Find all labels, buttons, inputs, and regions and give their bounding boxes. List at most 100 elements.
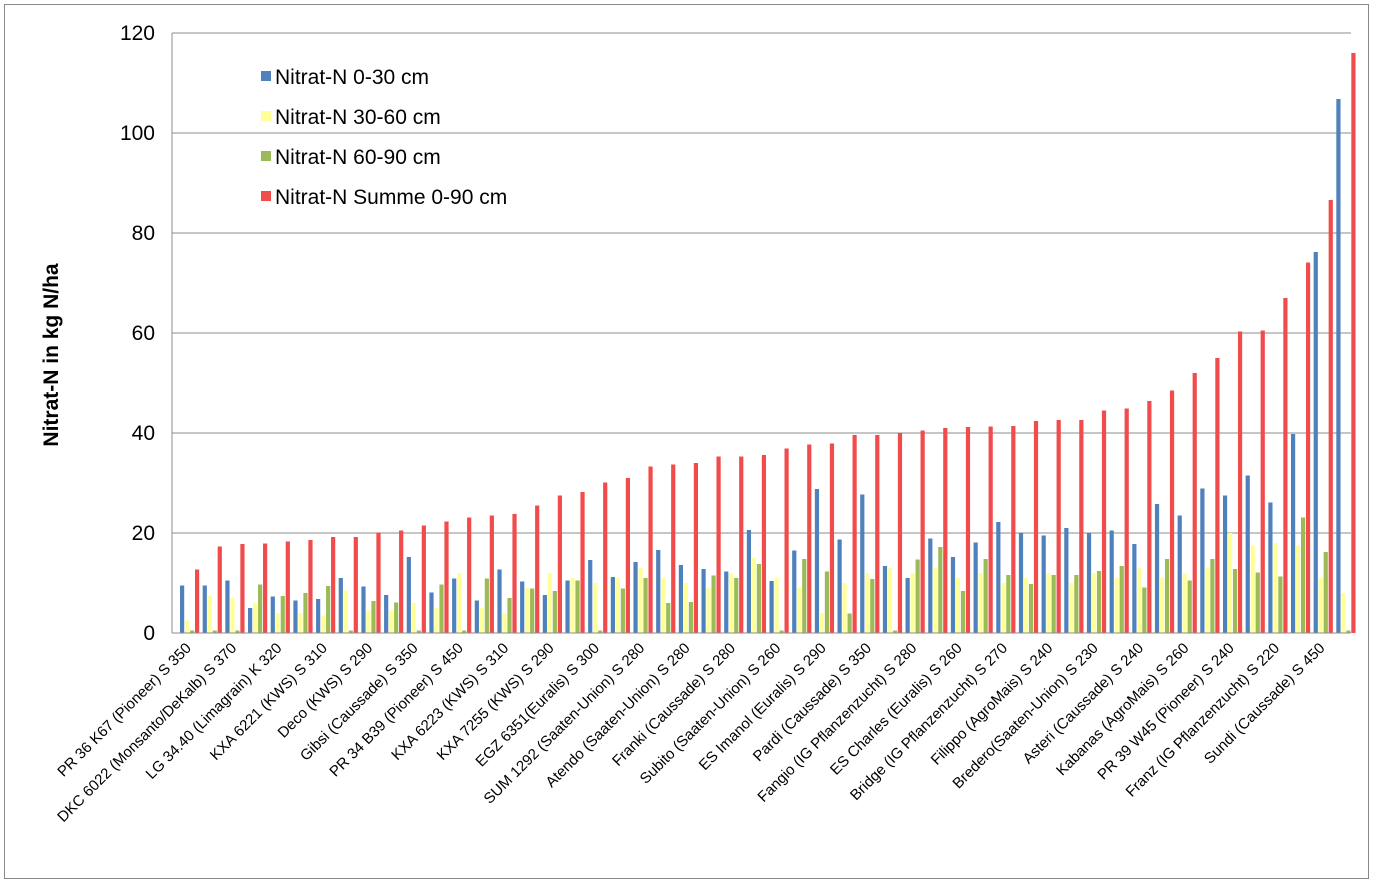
bar bbox=[276, 613, 280, 633]
y-axis-title: Nitrat-N in kg N/ha bbox=[40, 263, 63, 446]
y-tick-label: 40 bbox=[132, 422, 155, 445]
bar bbox=[1306, 263, 1310, 634]
legend-label: Nitrat-N 30-60 cm bbox=[275, 106, 441, 129]
chart-frame: 0 20 40 60 80 100 120 PR 36 K67 (Pioneer) S 35… bbox=[4, 4, 1369, 879]
legend-swatch bbox=[261, 191, 271, 201]
bar bbox=[1200, 489, 1204, 634]
bar bbox=[921, 431, 925, 634]
bar bbox=[475, 601, 479, 634]
bar bbox=[770, 581, 774, 633]
bar bbox=[875, 435, 879, 633]
bar bbox=[848, 614, 852, 634]
bar bbox=[1011, 426, 1015, 633]
legend-label: Nitrat-N Summe 0-90 cm bbox=[275, 186, 507, 209]
bar bbox=[1251, 546, 1255, 634]
bars bbox=[180, 53, 1356, 633]
bar bbox=[724, 572, 728, 634]
bar bbox=[507, 598, 511, 633]
bar bbox=[399, 531, 403, 634]
y-tick-label: 0 bbox=[143, 622, 155, 645]
legend-label: Nitrat-N 0-30 cm bbox=[275, 66, 429, 89]
legend-swatch bbox=[261, 111, 271, 121]
bar bbox=[286, 542, 290, 634]
bar bbox=[1291, 434, 1295, 633]
bar bbox=[570, 578, 574, 633]
bar bbox=[389, 611, 393, 634]
bar bbox=[1341, 593, 1345, 633]
bar bbox=[298, 613, 302, 633]
bar bbox=[706, 588, 710, 633]
bar bbox=[457, 573, 461, 633]
bar bbox=[230, 598, 234, 633]
bar bbox=[843, 583, 847, 633]
bar bbox=[1006, 575, 1010, 633]
bar bbox=[225, 581, 229, 634]
bar bbox=[1268, 503, 1272, 634]
bar bbox=[752, 558, 756, 633]
bar bbox=[611, 577, 615, 633]
bar bbox=[1155, 504, 1159, 633]
bar bbox=[321, 616, 325, 634]
bar bbox=[785, 449, 789, 634]
bar bbox=[354, 537, 358, 633]
y-tick-label: 80 bbox=[132, 222, 155, 245]
bar bbox=[422, 526, 426, 634]
bar bbox=[689, 602, 693, 633]
bar bbox=[1228, 533, 1232, 633]
bar bbox=[1079, 420, 1083, 633]
bar bbox=[1210, 559, 1214, 633]
bar bbox=[701, 569, 705, 633]
legend-swatch bbox=[261, 151, 271, 161]
bar bbox=[956, 578, 960, 633]
bar bbox=[1120, 566, 1124, 633]
bar bbox=[648, 467, 652, 634]
bar bbox=[429, 593, 433, 634]
bar bbox=[1314, 252, 1318, 633]
bar bbox=[996, 522, 1000, 633]
bar bbox=[1301, 518, 1305, 634]
bar bbox=[203, 586, 207, 634]
bar bbox=[361, 587, 365, 634]
bar bbox=[326, 586, 330, 633]
bar bbox=[308, 540, 312, 633]
bar bbox=[911, 573, 915, 633]
bar bbox=[1283, 298, 1287, 633]
bar bbox=[951, 557, 955, 633]
bar bbox=[898, 433, 902, 633]
legend-label: Nitrat-N 60-90 cm bbox=[275, 146, 441, 169]
bar bbox=[439, 585, 443, 634]
bar bbox=[633, 562, 637, 633]
bar bbox=[180, 586, 184, 634]
bar bbox=[621, 589, 625, 634]
bar bbox=[1147, 401, 1151, 633]
bar bbox=[565, 581, 569, 634]
bar bbox=[1137, 568, 1141, 633]
bar bbox=[943, 428, 947, 633]
bar bbox=[530, 589, 534, 634]
bar bbox=[525, 588, 529, 633]
bar bbox=[1261, 331, 1265, 634]
bar bbox=[412, 603, 416, 633]
bar bbox=[679, 565, 683, 633]
bar bbox=[1092, 573, 1096, 633]
bar bbox=[1125, 409, 1129, 634]
bar bbox=[1057, 420, 1061, 633]
bar bbox=[757, 564, 761, 633]
bar bbox=[1074, 575, 1078, 633]
bar bbox=[802, 559, 806, 633]
bar bbox=[303, 593, 307, 633]
bar bbox=[762, 455, 766, 633]
bar bbox=[656, 550, 660, 633]
bar bbox=[1064, 528, 1068, 633]
bar bbox=[1052, 575, 1056, 633]
bar bbox=[195, 570, 199, 634]
bar bbox=[797, 588, 801, 633]
bar bbox=[1142, 588, 1146, 634]
bar bbox=[1188, 581, 1192, 634]
bar bbox=[1024, 578, 1028, 633]
bar bbox=[825, 572, 829, 634]
bar bbox=[593, 583, 597, 633]
bar bbox=[1087, 533, 1091, 633]
bar bbox=[671, 465, 675, 634]
bar bbox=[694, 463, 698, 633]
